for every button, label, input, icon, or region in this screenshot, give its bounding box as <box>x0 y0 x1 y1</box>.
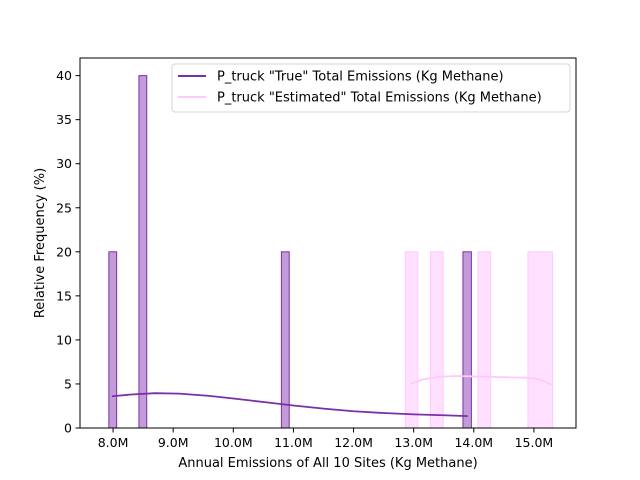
x-tick-label-7: 15.0M <box>515 435 554 450</box>
y-tick-label-3: 15 <box>56 288 72 303</box>
y-tick-label-2: 10 <box>56 332 72 347</box>
legend-label-true: P_truck "True" Total Emissions (Kg Metha… <box>217 70 504 85</box>
x-tick-label-2: 10.0M <box>214 435 253 450</box>
y-tick-label-7: 35 <box>56 112 72 127</box>
bar-true-3 <box>462 251 472 429</box>
legend: P_truck "True" Total Emissions (Kg Metha… <box>171 63 571 113</box>
x-tick-label-6: 14.0M <box>454 435 493 450</box>
bar-estimated-3 <box>527 251 554 429</box>
x-tick-label-3: 11.0M <box>274 435 313 450</box>
kde-layer <box>111 375 553 418</box>
plot-frame <box>79 57 577 429</box>
bar-true-0 <box>108 251 118 429</box>
x-tick-label-4: 12.0M <box>334 435 373 450</box>
bar-estimated-1 <box>430 251 444 429</box>
y-tick-label-4: 20 <box>56 244 72 259</box>
y-tick-label-6: 30 <box>56 156 72 171</box>
kde-line-estimated <box>410 375 553 386</box>
y-tick-label-0: 0 <box>64 421 72 436</box>
bar-true-1 <box>138 75 148 429</box>
bar-true-2 <box>280 251 290 429</box>
y-tick-label-8: 40 <box>56 68 72 83</box>
y-tick-label-1: 5 <box>64 376 72 391</box>
x-axis-label: Annual Emissions of All 10 Sites (Kg Met… <box>178 456 477 471</box>
legend-box <box>171 63 571 113</box>
x-tick-label-1: 9.0M <box>158 435 189 450</box>
bar-estimated-2 <box>477 251 492 429</box>
legend-label-estimated: P_truck "Estimated" Total Emissions (Kg … <box>217 91 542 106</box>
y-axis-label: Relative Frequency (%) <box>33 168 48 318</box>
y-tick-label-5: 25 <box>56 200 72 215</box>
x-tick-label-0: 8.0M <box>98 435 129 450</box>
x-tick-label-5: 13.0M <box>394 435 433 450</box>
y-axis-ticks: 0 5 10 15 20 25 30 35 40 <box>56 68 80 436</box>
x-axis-ticks: 8.0M 9.0M 10.0M 11.0M 12.0M 13.0M 14.0M 15.0M <box>98 428 553 450</box>
bar-estimated-0 <box>404 251 419 429</box>
kde-line-true <box>111 392 468 418</box>
